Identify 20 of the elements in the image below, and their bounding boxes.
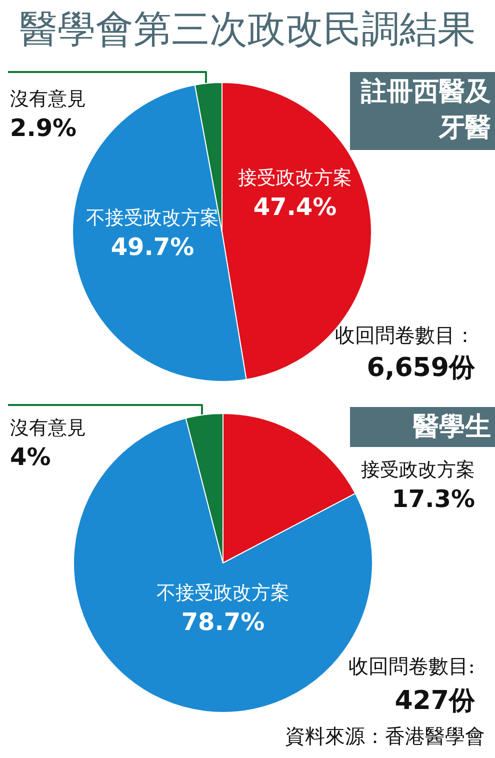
source-note: 資料來源：香港醫學會 bbox=[284, 723, 485, 750]
slice-label: 接受政改方案 bbox=[360, 458, 475, 483]
text: 6,659份 bbox=[366, 352, 475, 385]
slice-label: 不接受政改方案 bbox=[156, 581, 290, 606]
slice-label: 沒有意見 bbox=[10, 87, 87, 112]
data-label: 49.7% bbox=[110, 232, 196, 263]
text: 收回問卷數目: bbox=[347, 653, 475, 680]
data-label: 4% bbox=[10, 442, 52, 473]
chart-title: 醫學會第三次政改民調結果 bbox=[18, 6, 476, 53]
slice-label: 不接受政改方案 bbox=[85, 206, 220, 231]
data-label: 17.3% bbox=[390, 484, 475, 515]
data-label: 78.7% bbox=[180, 607, 266, 638]
data-label: 47.4% bbox=[252, 192, 338, 223]
slice-label: 沒有意見 bbox=[10, 416, 87, 441]
chart-subtitle: 醫學生 bbox=[350, 407, 495, 447]
text: 收回問卷數目： bbox=[334, 322, 475, 349]
slice-label: 接受政改方案 bbox=[237, 166, 353, 191]
text: 註冊西醫及牙醫 bbox=[350, 72, 495, 150]
text: 427份 bbox=[394, 685, 475, 718]
data-label: 2.9% bbox=[10, 113, 78, 144]
